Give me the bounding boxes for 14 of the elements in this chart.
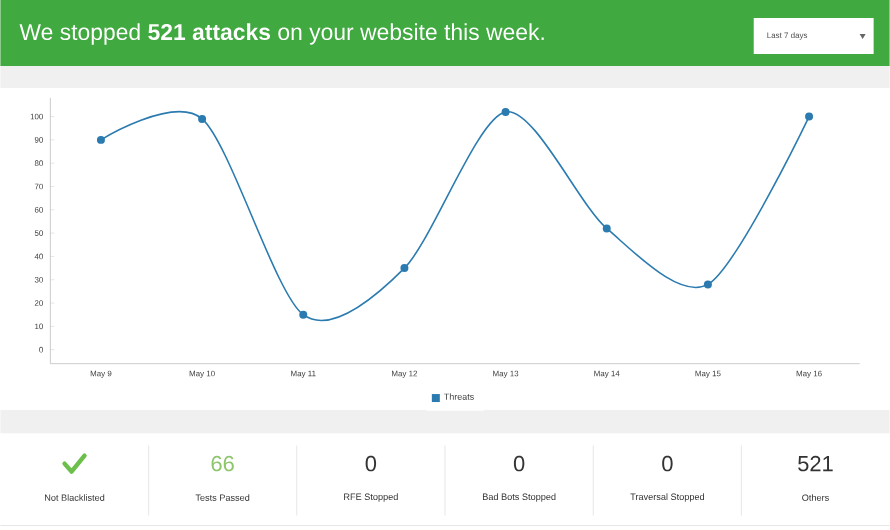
data-label: 521 xyxy=(798,456,833,472)
data-label: 0 xyxy=(365,456,377,472)
point xyxy=(501,108,510,117)
chart-title: We stopped 521 attacks on your website this week. xyxy=(19,23,544,45)
point xyxy=(805,112,814,121)
point xyxy=(198,115,207,124)
point xyxy=(400,264,409,273)
point xyxy=(703,280,712,289)
point xyxy=(299,310,308,319)
point xyxy=(96,136,105,145)
point xyxy=(602,224,611,233)
data-label: 0 xyxy=(662,456,673,472)
data-label: 0 xyxy=(513,456,525,472)
data-label: 66 xyxy=(211,456,234,472)
